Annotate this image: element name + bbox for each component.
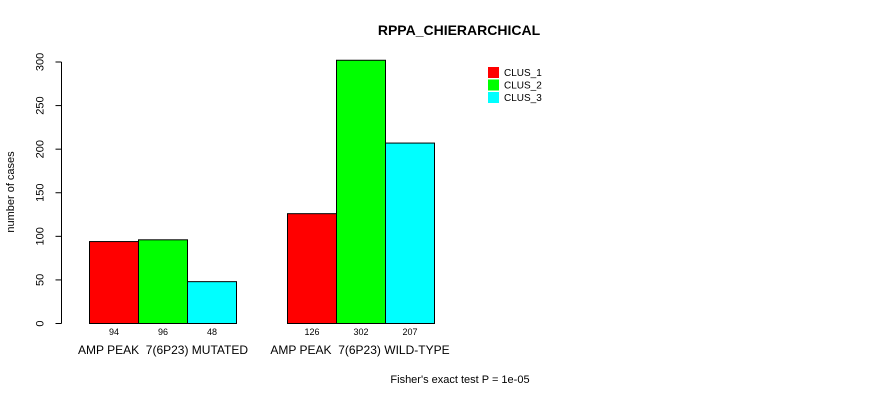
chart-title: RPPA_CHIERARCHICAL: [378, 22, 541, 38]
bar-count-label: 302: [353, 327, 368, 337]
group-labels: AMP PEAK 7(6P23) MUTATED AMP PEAK 7(6P23)…: [78, 343, 450, 357]
bar-count-label: 207: [402, 327, 417, 337]
bar-count-label: 126: [304, 327, 319, 337]
y-tick-label: 150: [35, 184, 47, 202]
legend-label-clus_3: CLUS_3: [504, 93, 542, 104]
y-axis: 0 50 100 150 200 250 300: [35, 53, 62, 327]
y-tick-label: 300: [35, 53, 47, 71]
y-tick-label: 0: [35, 320, 47, 326]
bar-clus_3-group-2: [385, 142, 435, 324]
count-labels: 94 96 48 126 302 207: [109, 327, 418, 337]
legend-swatch-clus_1: [488, 67, 499, 78]
bar-clus_3-group-1: [187, 281, 237, 325]
bar-count-label: 96: [158, 327, 168, 337]
fisher-test-footnote: Fisher's exact test P = 1e-05: [390, 374, 529, 386]
group-label: AMP PEAK 7(6P23) MUTATED: [78, 343, 248, 357]
legend-label-clus_1: CLUS_1: [504, 68, 542, 79]
y-tick-label: 100: [35, 227, 47, 245]
y-tick-label: 250: [35, 96, 47, 114]
legend-swatch-clus_3: [488, 92, 499, 103]
bar-count-label: 48: [207, 327, 217, 337]
legend-swatch-clus_2: [488, 79, 499, 91]
bar-count-label: 94: [109, 327, 119, 337]
bars: [89, 59, 435, 325]
y-tick-label: 200: [35, 140, 47, 158]
group-label: AMP PEAK 7(6P23) WILD-TYPE: [270, 343, 449, 357]
bar-clus_1-group-2: [287, 213, 337, 324]
bar-clus_1-group-1: [89, 241, 139, 325]
y-tick-label: 50: [35, 274, 47, 286]
legend-label-clus_2: CLUS_2: [504, 81, 542, 92]
bar-clus_2-group-1: [138, 239, 188, 325]
bar-clus_2-group-2: [336, 59, 386, 325]
y-axis-label: number of cases: [5, 151, 17, 233]
